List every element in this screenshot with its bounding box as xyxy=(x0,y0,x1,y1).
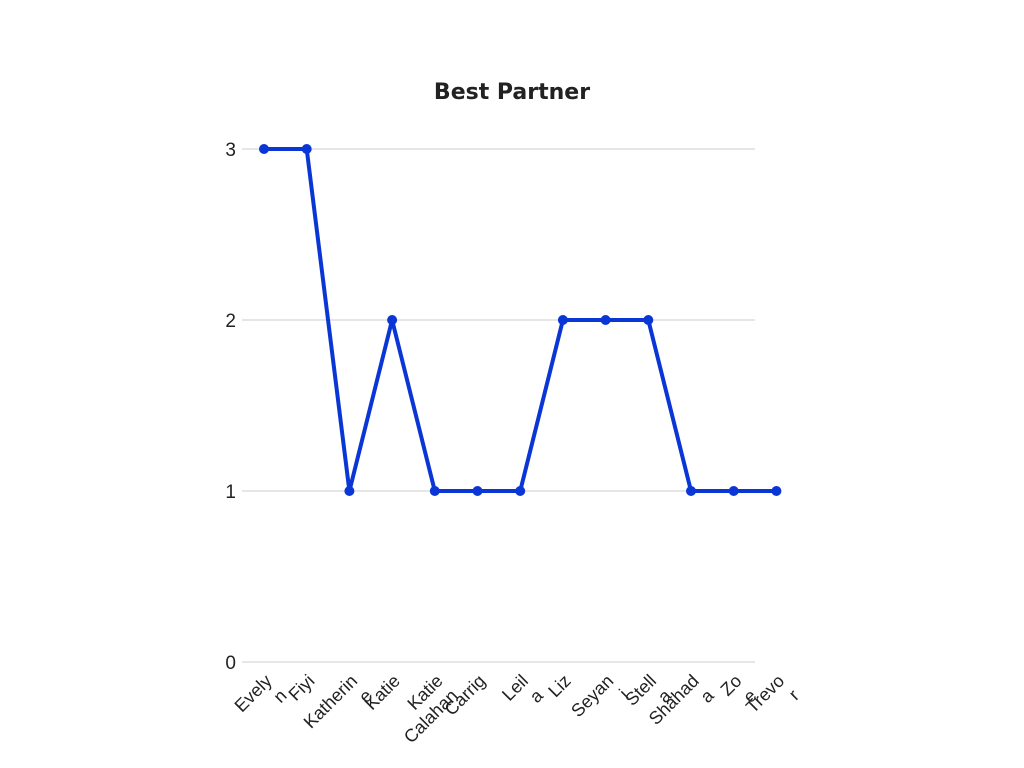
x-tick-label: Evelyn xyxy=(231,671,291,731)
data-point-katherine xyxy=(344,486,355,496)
x-tick-label: Liz xyxy=(544,671,574,701)
y-axis-ticks: 0 1 2 3 xyxy=(225,140,236,674)
data-point-katie-calahan xyxy=(429,486,440,496)
data-point-zoe xyxy=(728,486,739,496)
data-point-carrig xyxy=(472,486,483,496)
data-point-liz xyxy=(557,315,568,325)
data-point-leila xyxy=(515,486,526,496)
data-point-stella xyxy=(643,315,654,325)
y-tick-label: 3 xyxy=(225,140,236,161)
data-point-shahada xyxy=(686,486,696,496)
x-tick-label: Leila xyxy=(498,670,548,720)
series-layer xyxy=(259,144,782,496)
x-tick-label: Seyani xyxy=(567,671,632,736)
y-tick-label: 1 xyxy=(225,482,236,503)
data-point-fiyi xyxy=(301,144,312,154)
data-point-seyani xyxy=(600,315,611,325)
data-point-katie xyxy=(387,315,398,325)
x-tick-label: Katie xyxy=(361,671,404,714)
chart-title: Best Partner xyxy=(434,80,590,105)
data-point-evelyn xyxy=(259,144,269,154)
y-tick-label: 0 xyxy=(225,653,236,674)
y-tick-label: 2 xyxy=(225,311,236,332)
x-tick-label: Trevor xyxy=(742,671,803,732)
data-point-trevor xyxy=(771,486,782,496)
gridlines xyxy=(242,148,755,663)
